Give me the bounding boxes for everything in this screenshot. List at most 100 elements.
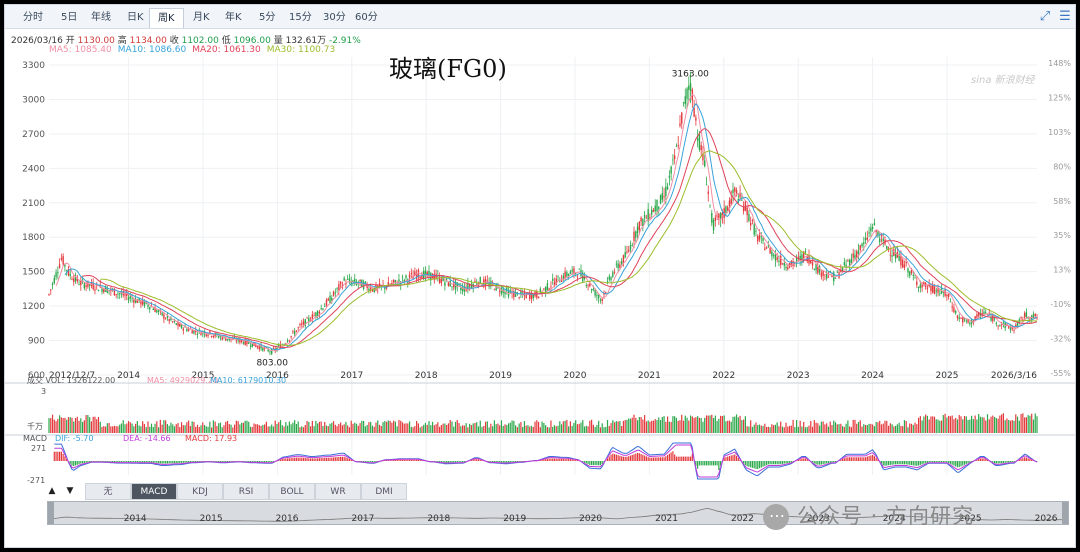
- candle-body-367: [696, 138, 699, 141]
- scroll-up-button[interactable]: ▲: [48, 486, 56, 496]
- tab-1[interactable]: 5日: [61, 12, 78, 23]
- macd-bar-511: [951, 461, 953, 465]
- ma-line-0: [55, 94, 1038, 352]
- candle-body-134: [285, 343, 287, 345]
- indicator-tab-6[interactable]: DMI: [361, 483, 407, 500]
- navigator-left-handle[interactable]: [48, 502, 54, 524]
- candle-body-45: [127, 297, 130, 301]
- volume-bar-163: [336, 426, 338, 433]
- volume-bar-548: [1016, 416, 1019, 433]
- candle-body-363: [689, 83, 692, 92]
- tab-7[interactable]: 5分: [259, 12, 276, 23]
- indicator-tab-1[interactable]: MACD: [131, 483, 177, 500]
- macd-bar-192: [387, 460, 389, 461]
- volume-bar-337: [644, 415, 646, 433]
- volume-bar-328: [628, 418, 630, 433]
- volume-bar-422: [794, 427, 796, 433]
- volume-bar-262: [511, 420, 513, 433]
- candle-body-179: [364, 281, 367, 284]
- tab-6[interactable]: 年K: [225, 12, 242, 23]
- volume-bar-226: [447, 423, 450, 433]
- volume-bar-45: [127, 421, 130, 433]
- tab-5[interactable]: 月K: [193, 12, 210, 23]
- volume-bar-15: [74, 418, 77, 433]
- macd-bar-476: [889, 461, 891, 465]
- candle-body-397: [749, 222, 752, 226]
- volume-bar-350: [667, 416, 669, 433]
- tab-0[interactable]: 分时: [23, 12, 43, 23]
- macd-bar-544: [1009, 461, 1012, 463]
- macd-bar-480: [896, 461, 898, 465]
- expand-icon[interactable]: ⤢: [1039, 9, 1051, 24]
- candle-body-483: [901, 259, 904, 268]
- candle-body-142: [299, 324, 301, 326]
- candle-body-443: [831, 275, 833, 278]
- volume-bar-395: [746, 426, 748, 433]
- watermark-text: 公众号 · 方向研究: [797, 504, 975, 528]
- indicator-tab-4[interactable]: BOLL: [269, 483, 315, 500]
- macd-bar-252: [493, 461, 495, 463]
- candle-body-446: [836, 271, 838, 273]
- volume-bar-498: [928, 419, 930, 433]
- macd-bar-525: [976, 459, 978, 461]
- tab-9[interactable]: 30分: [323, 12, 346, 23]
- candle-body-335: [640, 217, 642, 222]
- settings-icon[interactable]: ☰: [1059, 9, 1071, 24]
- navigator-right-handle[interactable]: [1062, 502, 1068, 524]
- candle-body-16: [76, 277, 78, 282]
- macd-bar-25: [92, 461, 94, 462]
- volume-bar-83: [195, 426, 197, 433]
- macd-bar-118: [256, 461, 259, 463]
- candle-body-355: [675, 146, 678, 147]
- tab-3[interactable]: 日K: [127, 12, 144, 23]
- volume-bar-91: [209, 421, 211, 433]
- x-tick-5: 2018: [415, 371, 438, 381]
- volume-bar-23: [89, 417, 91, 433]
- volume-bar-67: [166, 424, 169, 433]
- pct-tick-0: 148%: [1048, 59, 1071, 68]
- time-navigator[interactable]: 2014 2015 2016 2017 2018 2019 2020 2021 2022 2023…: [47, 501, 1069, 525]
- macd-bar-314: [603, 461, 605, 463]
- candle-body-224: [444, 282, 446, 286]
- tab-4[interactable]: 周K: [149, 8, 184, 28]
- volume-bar-435: [817, 423, 819, 433]
- candle-body-53: [141, 299, 144, 305]
- macd-bar-517: [962, 461, 964, 466]
- volume-bar-114: [249, 426, 252, 433]
- macd-bar-481: [898, 461, 900, 465]
- macd-bar-218: [433, 461, 435, 462]
- candle-body-39: [117, 293, 119, 295]
- volume-bar-162: [334, 424, 336, 433]
- candle-body-52: [140, 300, 142, 305]
- candle-body-493: [919, 284, 922, 288]
- indicator-tab-3[interactable]: RSI: [223, 483, 269, 500]
- candle-body-450: [843, 262, 846, 265]
- volume-bar-195: [393, 420, 395, 433]
- pct-tick-3: 80%: [1053, 162, 1071, 171]
- indicator-tab-0[interactable]: 无: [85, 483, 131, 500]
- scroll-down-button[interactable]: ▼: [66, 486, 74, 496]
- indicator-tab-5[interactable]: WR: [315, 483, 361, 500]
- macd-bar-136: [288, 458, 290, 461]
- volume-bar-172: [352, 423, 354, 433]
- tab-2[interactable]: 年线: [91, 12, 111, 23]
- volume-bar-58: [150, 423, 153, 433]
- volume-bar-161: [332, 421, 335, 433]
- volume-bar-532: [988, 419, 990, 433]
- volume-bar-404: [762, 425, 764, 433]
- nav-year-11: 2025: [959, 514, 982, 524]
- volume-bar-191: [385, 421, 388, 433]
- volume-bar-550: [1020, 414, 1022, 433]
- volume-bar-558: [1034, 413, 1036, 433]
- macd-bar-38: [115, 461, 117, 463]
- candle-body-499: [930, 285, 932, 292]
- tab-8[interactable]: 15分: [289, 12, 312, 23]
- y-tick-7: 2700: [22, 130, 45, 140]
- candle-body-381: [721, 212, 724, 218]
- volume-bar-188: [380, 425, 382, 433]
- indicator-tab-2[interactable]: KDJ: [177, 483, 223, 500]
- tab-10[interactable]: 60分: [355, 12, 378, 23]
- candle-body-242: [476, 283, 478, 285]
- volume-bar-273: [530, 425, 533, 433]
- candle-body-289: [559, 281, 561, 283]
